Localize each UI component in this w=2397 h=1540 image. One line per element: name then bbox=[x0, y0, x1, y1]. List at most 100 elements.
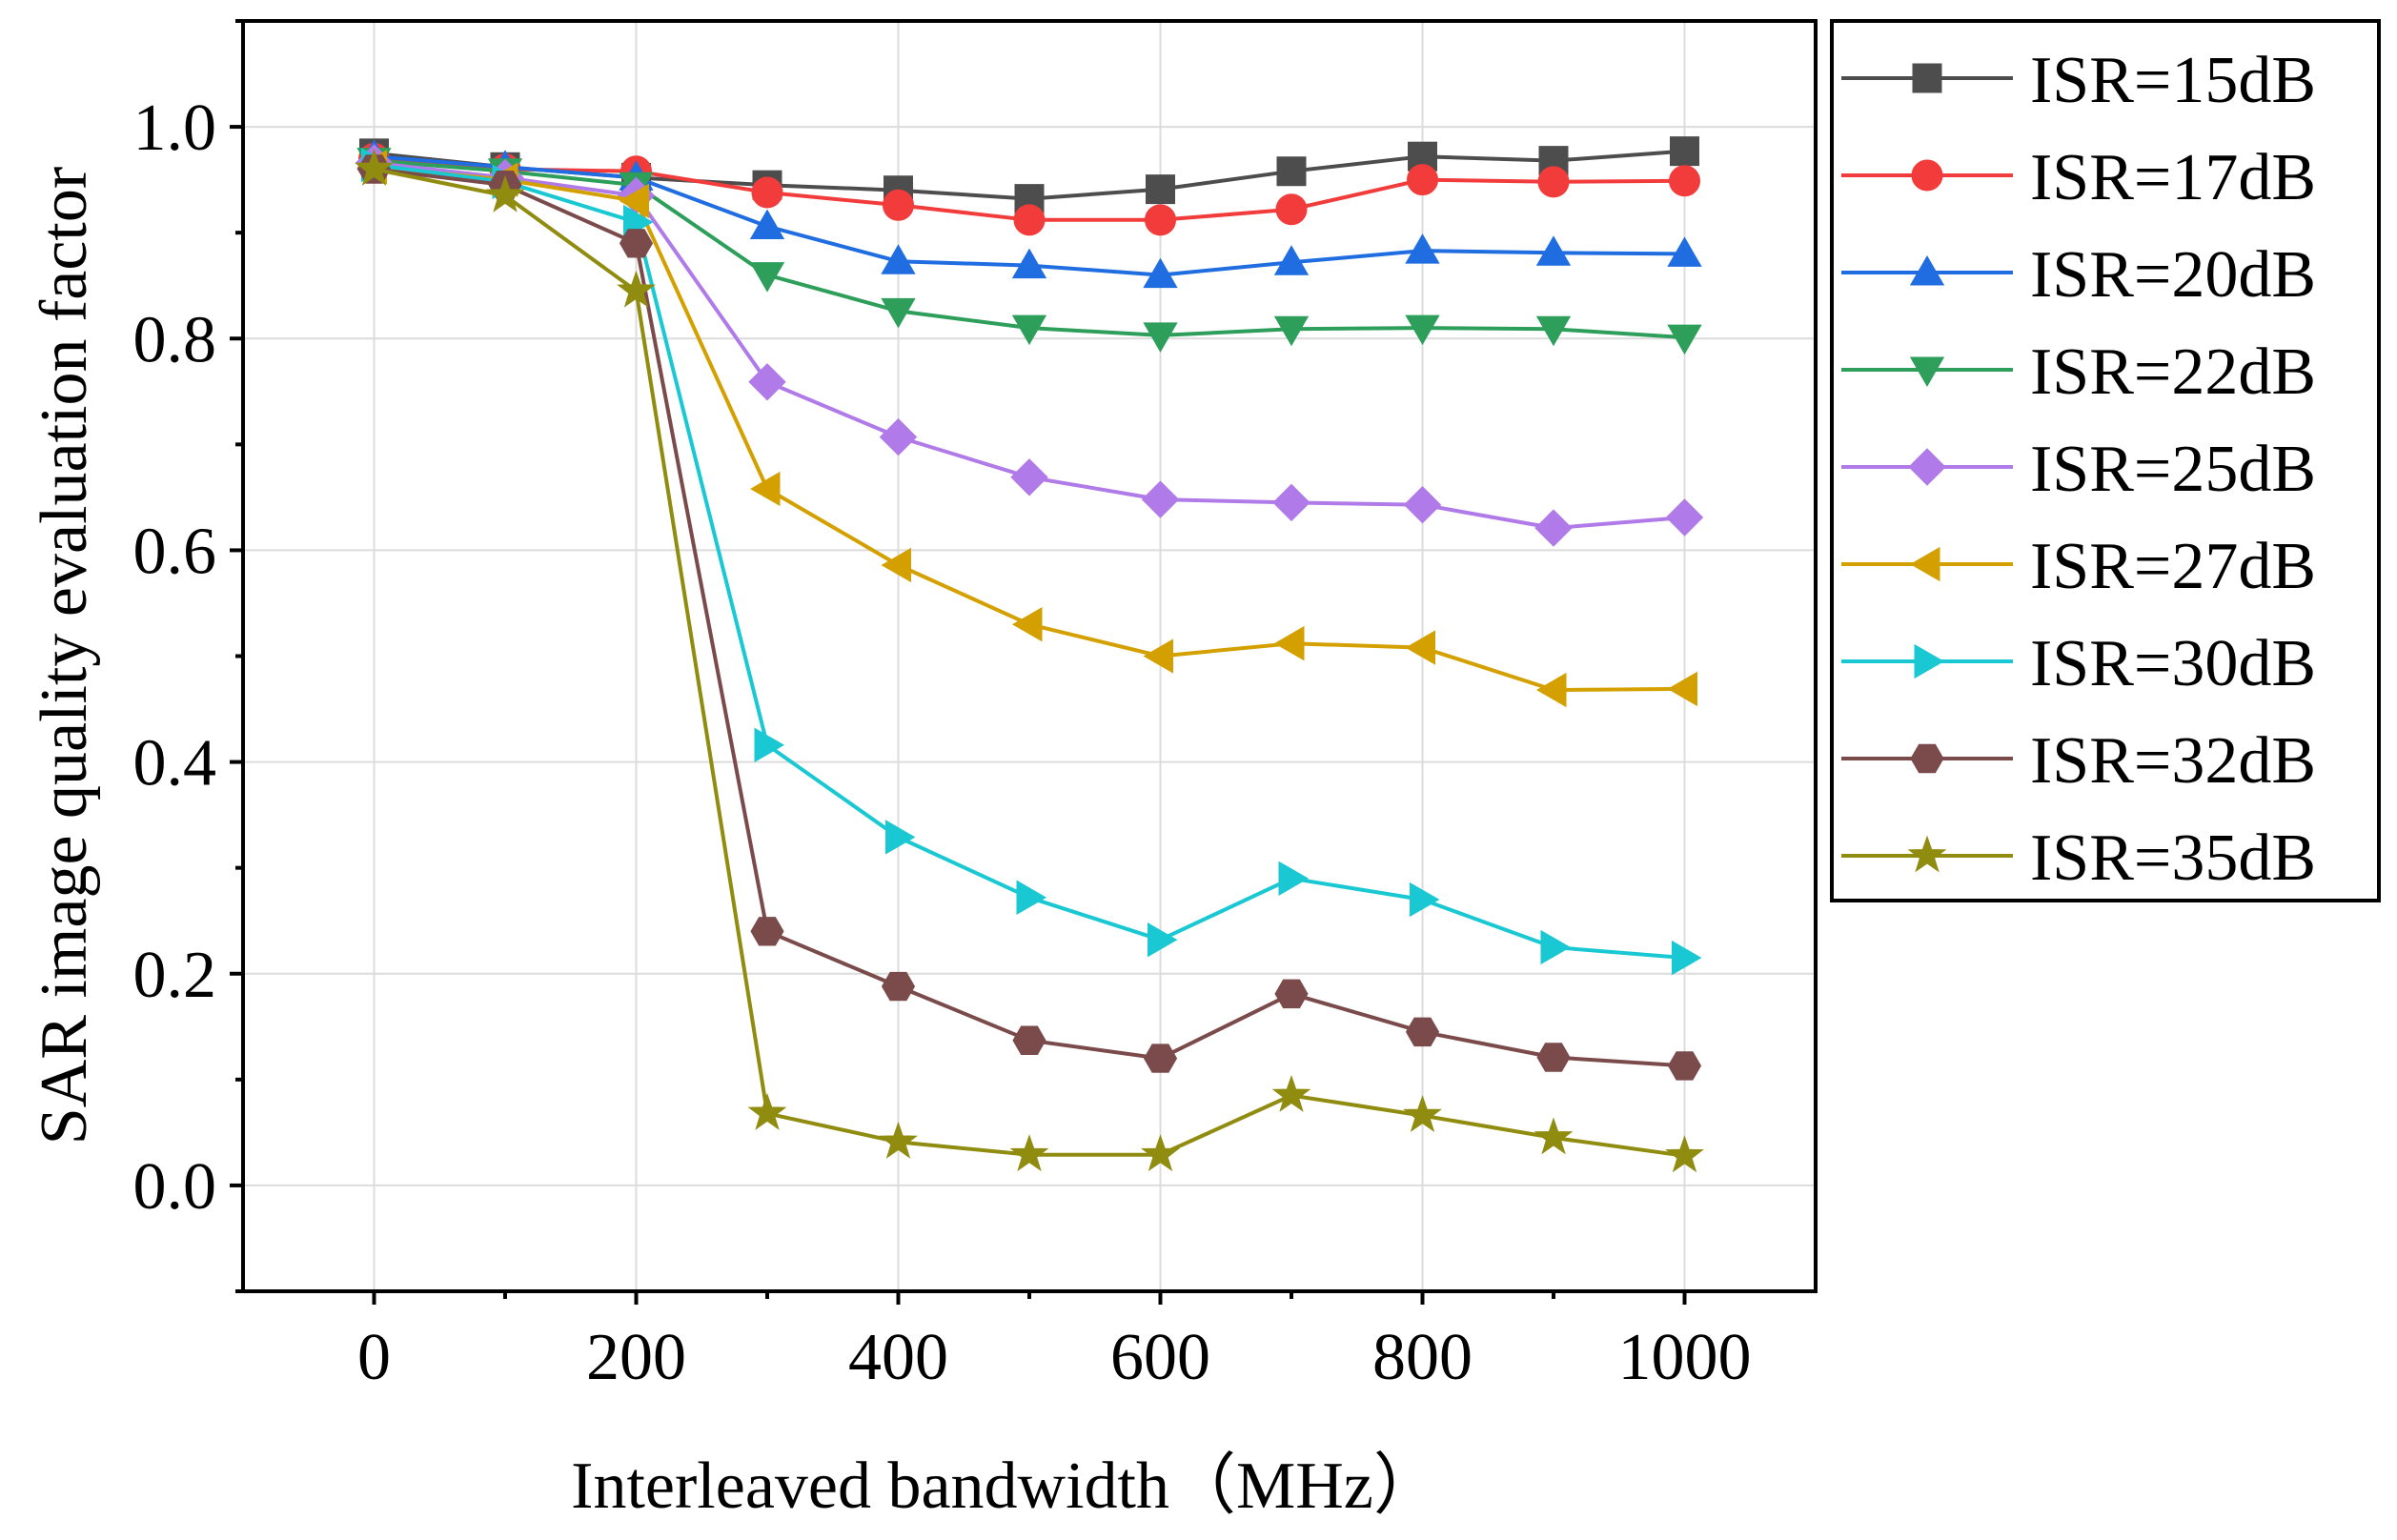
data-point-isr-35db bbox=[485, 174, 525, 213]
legend-marker-isr-35db bbox=[1907, 835, 1947, 873]
data-point-isr-25db bbox=[748, 363, 786, 401]
y-tick-label: 0.4 bbox=[133, 727, 217, 800]
data-point-isr-25db bbox=[1272, 483, 1310, 522]
series-line-isr-30db bbox=[374, 163, 1685, 961]
data-point-isr-35db bbox=[747, 1092, 787, 1130]
legend-entry-isr-27db: ISR=27dB bbox=[1841, 530, 2316, 603]
series-isr-27db bbox=[356, 150, 1697, 708]
data-point-isr-22db bbox=[1405, 314, 1440, 346]
data-point-isr-32db bbox=[881, 971, 916, 1002]
x-tick-label: 200 bbox=[586, 1321, 686, 1394]
x-tick-label: 800 bbox=[1372, 1321, 1473, 1394]
data-point-isr-32db bbox=[1143, 1044, 1178, 1073]
data-point-isr-22db bbox=[1535, 315, 1572, 347]
legend-entry-isr-20db: ISR=20dB bbox=[1841, 238, 2316, 312]
legend-entry-isr-30db: ISR=30dB bbox=[1841, 627, 2316, 700]
legend-label-isr-30db: ISR=30dB bbox=[2030, 627, 2316, 700]
data-point-isr-22db bbox=[1667, 324, 1702, 355]
x-tick-label: 400 bbox=[848, 1321, 948, 1394]
legend-label-isr-22db: ISR=22dB bbox=[2030, 335, 2316, 409]
legend-marker-isr-20db bbox=[1909, 254, 1945, 286]
data-point-isr-27db bbox=[619, 183, 649, 219]
legend-label-isr-17db: ISR=17dB bbox=[2030, 141, 2316, 214]
data-point-isr-35db bbox=[1665, 1135, 1704, 1173]
data-point-isr-32db bbox=[1667, 1051, 1702, 1081]
data-point-isr-27db bbox=[1536, 672, 1567, 708]
data-point-isr-25db bbox=[1141, 480, 1180, 518]
data-point-isr-27db bbox=[881, 547, 911, 583]
legend-entry-isr-35db: ISR=35dB bbox=[1841, 821, 2316, 895]
data-point-isr-35db bbox=[617, 270, 656, 308]
data-point-isr-22db bbox=[1011, 314, 1047, 346]
x-tick-label: 1000 bbox=[1618, 1321, 1752, 1394]
legend-marker-isr-32db bbox=[1910, 743, 1944, 774]
data-point-isr-20db bbox=[1143, 257, 1178, 289]
data-point-isr-30db bbox=[1410, 881, 1440, 918]
data-point-isr-20db bbox=[1011, 248, 1047, 279]
data-point-isr-27db bbox=[1011, 607, 1043, 642]
data-point-isr-17db bbox=[883, 189, 914, 221]
data-point-isr-25db bbox=[1403, 485, 1442, 524]
legend-entry-isr-17db: ISR=17dB bbox=[1841, 141, 2316, 214]
legend-entry-isr-15db: ISR=15dB bbox=[1841, 44, 2316, 117]
legend: ISR=15dB ISR=17dB ISR=20dB ISR=22dB ISR=25dB… bbox=[1830, 19, 2381, 902]
data-point-isr-35db bbox=[1141, 1134, 1180, 1172]
y-tick-label: 0.8 bbox=[133, 303, 217, 376]
series-isr-15db bbox=[359, 136, 1699, 214]
y-tick-label: 0.6 bbox=[133, 515, 217, 588]
data-point-isr-32db bbox=[1405, 1017, 1440, 1047]
data-point-isr-15db bbox=[1146, 174, 1175, 205]
tick-layer: 0 200 400 600 800 1000 0.0 0.2 0.4 0.6 0.8 1.0 bbox=[133, 19, 1752, 1394]
data-point-isr-22db bbox=[881, 297, 916, 329]
data-point-isr-20db bbox=[749, 209, 785, 239]
data-point-isr-30db bbox=[1278, 861, 1310, 896]
data-point-isr-32db bbox=[1012, 1025, 1046, 1055]
data-point-isr-25db bbox=[1010, 458, 1048, 496]
data-point-isr-35db bbox=[1534, 1117, 1574, 1155]
x-tick-label: 0 bbox=[357, 1321, 391, 1394]
data-point-isr-25db bbox=[1665, 498, 1704, 537]
data-point-isr-27db bbox=[1274, 625, 1305, 661]
data-point-isr-30db bbox=[1540, 929, 1572, 965]
data-point-isr-30db bbox=[1148, 922, 1178, 958]
data-point-isr-32db bbox=[1536, 1043, 1571, 1072]
data-point-isr-35db bbox=[355, 148, 394, 186]
data-point-isr-17db bbox=[1013, 204, 1046, 236]
series-isr-32db bbox=[356, 154, 1702, 1081]
series-isr-35db bbox=[355, 148, 1704, 1173]
data-point-isr-30db bbox=[754, 727, 785, 762]
data-point-isr-17db bbox=[751, 176, 783, 209]
data-point-isr-30db bbox=[885, 820, 916, 855]
data-point-isr-15db bbox=[1670, 136, 1699, 167]
data-point-isr-35db bbox=[879, 1121, 918, 1159]
legend-label-isr-27db: ISR=27dB bbox=[2030, 530, 2316, 603]
data-point-isr-27db bbox=[1667, 671, 1697, 707]
data-point-isr-27db bbox=[1143, 638, 1173, 674]
data-point-isr-32db bbox=[619, 229, 654, 258]
data-point-isr-35db bbox=[1009, 1134, 1049, 1172]
legend-marker-isr-30db bbox=[1914, 643, 1945, 679]
legend-entry-isr-22db: ISR=22dB bbox=[1841, 335, 2316, 409]
legend-marker-isr-27db bbox=[1909, 546, 1940, 582]
series-layer bbox=[355, 136, 1704, 1173]
data-point-isr-32db bbox=[750, 917, 784, 946]
legend-marker-isr-25db bbox=[1908, 448, 1946, 486]
legend-label-isr-20db: ISR=20dB bbox=[2030, 238, 2316, 312]
data-point-isr-22db bbox=[1273, 315, 1310, 347]
data-point-isr-20db bbox=[1405, 233, 1440, 264]
legend-entry-isr-25db: ISR=25dB bbox=[1841, 433, 2316, 506]
x-axis-label: Interleaved bandwidth（MHz） bbox=[571, 1449, 1440, 1523]
data-point-isr-17db bbox=[1275, 193, 1308, 226]
data-point-isr-30db bbox=[1672, 940, 1702, 976]
data-point-isr-32db bbox=[1274, 979, 1309, 1009]
data-point-isr-17db bbox=[1407, 164, 1438, 196]
data-point-isr-20db bbox=[1535, 235, 1572, 266]
data-point-isr-35db bbox=[1403, 1095, 1442, 1133]
data-point-isr-15db bbox=[1276, 156, 1307, 187]
x-tick-label: 600 bbox=[1110, 1321, 1210, 1394]
y-axis-label: SAR image quality evaluation factor bbox=[28, 167, 101, 1145]
legend-label-isr-15db: ISR=15dB bbox=[2030, 44, 2316, 117]
data-point-isr-22db bbox=[749, 262, 785, 293]
